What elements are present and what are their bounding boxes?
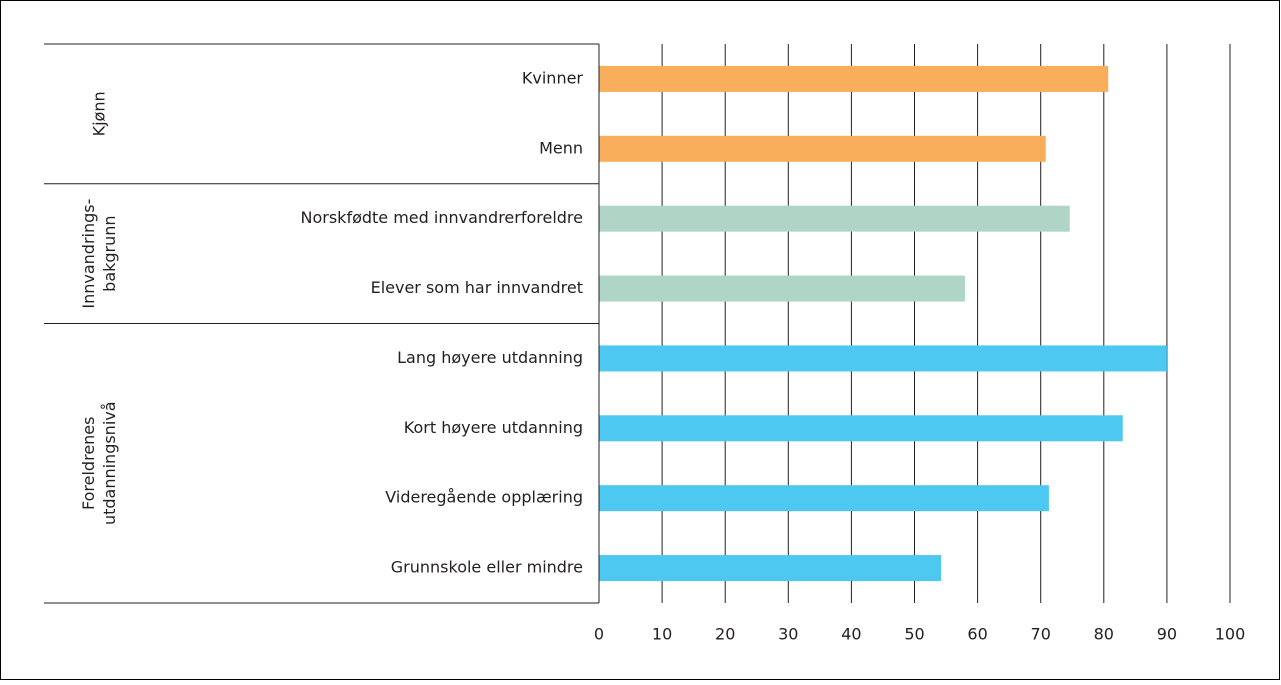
group-label: Innvandrings- [79,199,98,309]
group-label: Foreldrenes [79,417,98,510]
bar [599,275,965,302]
category-label: Lang høyere utdanning [397,348,583,367]
x-tick-label: 20 [715,625,735,644]
category-label: Kvinner [522,68,584,87]
x-tick-label: 0 [594,625,604,644]
group-label: utdanningsnivå [100,401,119,525]
bar [599,65,1109,92]
bar [599,135,1046,162]
category-label: Elever som har innvandret [371,278,583,297]
bar [599,555,942,582]
bar [599,485,1049,512]
group-label: Kjønn [90,91,109,136]
x-tick-label: 10 [652,625,672,644]
bar [599,205,1070,232]
x-tick-label: 60 [967,625,987,644]
x-tick-label: 100 [1215,625,1246,644]
category-label: Grunnskole eller mindre [391,558,583,577]
category-label: Norskfødte med innvandrerforeldre [301,208,584,227]
bar [599,345,1167,372]
x-tick-label: 90 [1157,625,1177,644]
x-tick-label: 30 [778,625,798,644]
x-tick-label: 50 [904,625,924,644]
category-label: Menn [539,138,583,157]
group-label: bakgrunn [100,215,119,291]
bar [599,415,1123,442]
x-tick-label: 70 [1031,625,1051,644]
x-tick-label: 80 [1094,625,1114,644]
x-tick-label: 40 [841,625,861,644]
category-label: Kort høyere utdanning [404,418,583,437]
category-label: Videregående opplæring [385,488,583,507]
